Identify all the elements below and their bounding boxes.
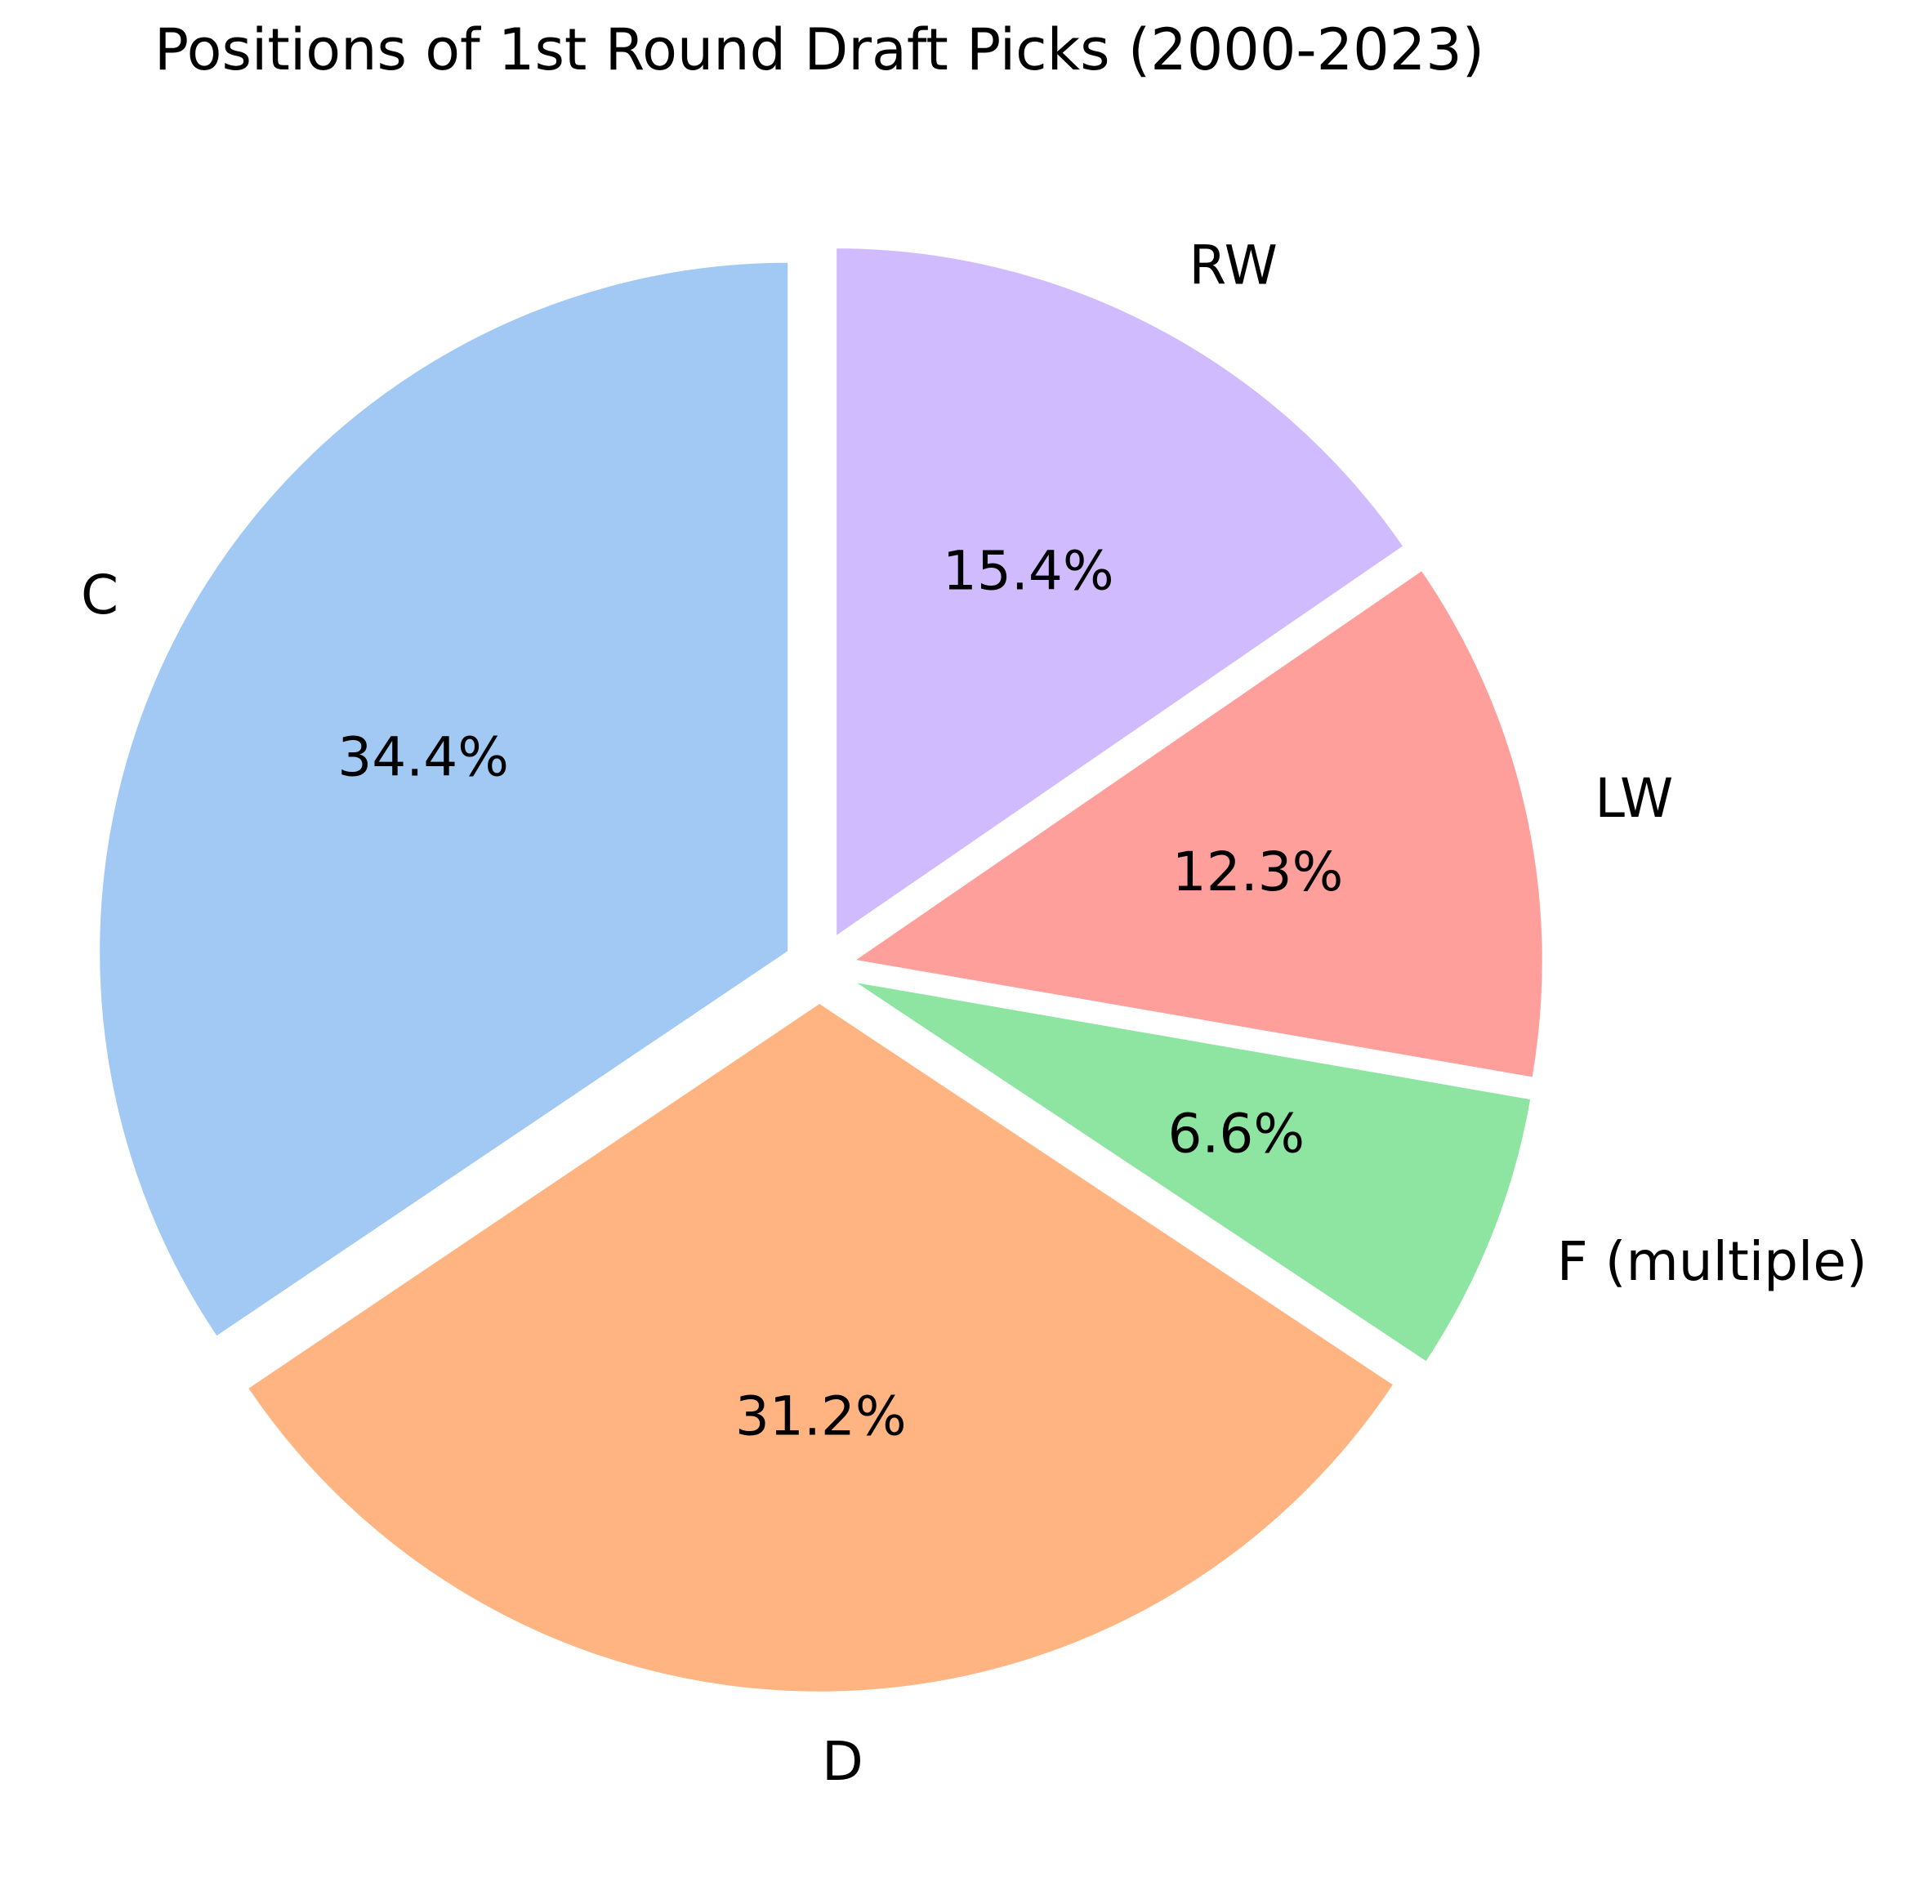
slice-percent-c: 34.4% bbox=[337, 725, 509, 788]
slice-percent-d: 31.2% bbox=[735, 1385, 907, 1448]
slice-percent-f-multiple: 6.6% bbox=[1167, 1103, 1305, 1166]
chart-title: Positions of 1st Round Draft Picks (2000… bbox=[154, 16, 1484, 83]
slice-label-lw: LW bbox=[1595, 767, 1673, 830]
pie-slices bbox=[97, 246, 1545, 1694]
slice-label-rw: RW bbox=[1189, 234, 1277, 297]
slice-percent-lw: 12.3% bbox=[1172, 841, 1344, 903]
pie-slice-rw bbox=[834, 246, 1407, 940]
pie-slice-c bbox=[97, 260, 791, 1340]
pie-slice-d bbox=[245, 1001, 1397, 1694]
pie-slice-f-multiple bbox=[850, 979, 1533, 1365]
slice-percent-rw: 15.4% bbox=[943, 539, 1114, 602]
slice-label-d: D bbox=[822, 1730, 863, 1793]
slice-label-c: C bbox=[81, 564, 118, 626]
pie-labels: C 34.4% D 31.2% F (multiple) 6.6% LW 12.3% RW 15.… bbox=[81, 234, 1867, 1793]
slice-label-f-multiple: F (multiple) bbox=[1557, 1230, 1867, 1293]
pie-slice-lw bbox=[850, 568, 1545, 1080]
